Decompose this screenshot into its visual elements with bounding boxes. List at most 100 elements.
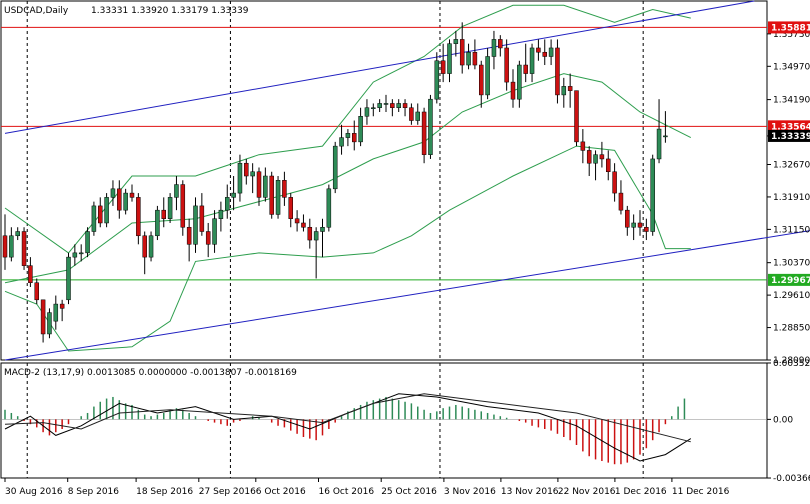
candle-body-43 <box>275 180 281 215</box>
candle-body-35 <box>225 197 230 211</box>
price-tick-label-5: 1.31910 <box>773 193 810 203</box>
candle-body-38 <box>244 162 249 177</box>
candle-body-30 <box>193 205 198 245</box>
trend-channel <box>4 0 810 361</box>
candle-body-70 <box>447 43 452 74</box>
time-tick-label-2: 18 Sep 2016 <box>136 487 193 497</box>
candle-body-45 <box>288 197 293 219</box>
macd-tick-label-1: 0.00 <box>773 415 793 425</box>
candle-body-88 <box>561 86 567 96</box>
candle-body-5 <box>34 282 39 301</box>
candle-body-23 <box>148 235 154 258</box>
candle-body-9 <box>59 303 65 309</box>
price-tick-label-7: 1.30370 <box>773 259 810 269</box>
candle-body-73 <box>466 51 471 66</box>
candle-body-48 <box>307 226 313 241</box>
candle-body-69 <box>440 60 446 74</box>
candle-body-89 <box>567 86 573 91</box>
macd-indicator <box>1 393 767 465</box>
level-tag-2 <box>768 129 810 142</box>
candle-body-63 <box>402 103 408 108</box>
price-tick-label-2: 1.34190 <box>773 96 810 106</box>
candle-body-12 <box>78 252 84 255</box>
price-tick-label-0: 1.35730 <box>773 30 810 40</box>
candle-body-6 <box>40 299 46 335</box>
candle-body-18 <box>117 188 122 211</box>
quote-label: 1.33331 1.33920 1.33179 1.33339 <box>91 6 249 16</box>
channel-lower-line <box>4 230 810 361</box>
candle-body-49 <box>313 231 319 241</box>
level-tag-label-0: 1.35881 <box>771 23 810 33</box>
candle-body-64 <box>409 107 414 121</box>
candle-body-33 <box>212 218 217 245</box>
candle-body-82 <box>523 64 528 74</box>
candle-body-67 <box>428 98 433 155</box>
candle-body-92 <box>586 150 592 164</box>
candle-body-53 <box>339 137 344 147</box>
candle-body-55 <box>352 133 357 143</box>
candle-body-4 <box>28 265 33 283</box>
candle-body-54 <box>345 133 351 138</box>
time-axis: 30 Aug 2016 8 Sep 2016 18 Sep 2016 27 Sep 2… <box>4 478 730 497</box>
candle-body-76 <box>485 56 490 96</box>
candle-body-13 <box>85 231 90 254</box>
candle-body-52 <box>332 145 338 190</box>
macd-tick-label-2: -0.003661 <box>773 474 810 484</box>
candle-body-85 <box>542 51 547 57</box>
macd-signal-line <box>4 393 691 443</box>
candle-body-29 <box>186 226 192 245</box>
candle-body-86 <box>548 47 554 57</box>
level-tag-3 <box>768 273 810 286</box>
candle-body-21 <box>136 197 141 237</box>
candle-body-37 <box>237 162 243 194</box>
candle-body-58 <box>371 107 376 109</box>
candle-body-102 <box>650 158 655 232</box>
candle-body-1 <box>9 235 14 258</box>
candle-body-71 <box>453 39 459 44</box>
time-tick-label-10: 1 Dec 2016 <box>615 487 667 497</box>
candle-body-95 <box>606 158 611 172</box>
time-tick-label-7: 3 Nov 2016 <box>444 487 496 497</box>
candle-body-41 <box>263 175 268 198</box>
candle-body-65 <box>415 111 420 121</box>
candle-body-36 <box>231 192 236 198</box>
candle-body-47 <box>301 222 306 228</box>
channel-upper-line <box>4 0 755 134</box>
candle-body-42 <box>269 175 274 215</box>
price-tick-label-9: 1.28850 <box>773 324 810 334</box>
time-tick-label-9: 22 Nov 2016 <box>558 487 616 497</box>
candlesticks <box>2 22 668 343</box>
candle-body-80 <box>510 81 516 100</box>
level-tag-0 <box>768 21 810 34</box>
candle-body-98 <box>625 209 630 228</box>
candle-body-34 <box>218 209 224 219</box>
candle-body-78 <box>498 39 503 49</box>
candle-body-84 <box>536 47 541 53</box>
candle-body-97 <box>618 192 624 211</box>
time-tick-label-3: 27 Sep 2016 <box>199 487 256 497</box>
price-tick-label-10: 1.28090 <box>773 356 810 366</box>
horizontal-levels <box>1 26 767 281</box>
price-tick-label-8: 1.29610 <box>773 291 810 301</box>
macd-label: MACD-2 (13,17,9) 0.0013085 0.0000000 -0.… <box>4 368 297 378</box>
candle-body-68 <box>434 60 440 100</box>
macd-main-line <box>4 393 692 462</box>
candle-body-103 <box>656 128 662 160</box>
candle-body-56 <box>358 116 363 143</box>
candle-body-16 <box>104 197 109 224</box>
candle-body-99 <box>631 222 636 228</box>
time-tick-label-6: 25 Oct 2016 <box>381 487 437 497</box>
candle-body-24 <box>155 209 160 237</box>
candle-body-11 <box>72 252 78 258</box>
candle-body-27 <box>174 184 179 198</box>
candle-body-72 <box>459 39 465 66</box>
bollinger-bands <box>4 4 692 352</box>
candle-body-28 <box>180 184 186 228</box>
candle-body-2 <box>15 231 20 237</box>
candle-body-7 <box>47 312 52 335</box>
candle-body-46 <box>294 218 300 224</box>
candle-body-10 <box>66 256 71 301</box>
candle-body-104 <box>663 135 668 138</box>
candle-body-32 <box>205 231 211 245</box>
